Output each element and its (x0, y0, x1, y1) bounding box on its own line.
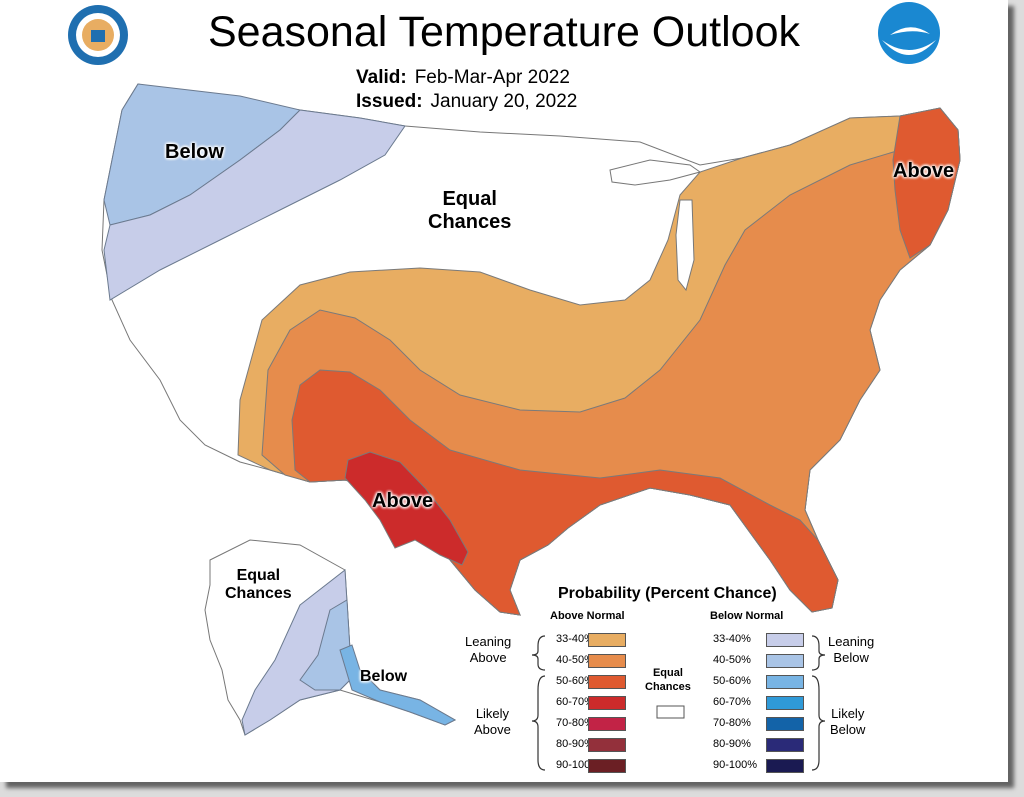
map-label-above-northeast: Above (893, 160, 955, 182)
legend-above-label-1: 40-50% (556, 654, 594, 666)
legend-below-swatch-1 (766, 654, 804, 668)
legend-leaning-below-line1: Leaning (828, 634, 875, 649)
legend-group-leaning-above: Leaning Above (465, 634, 511, 667)
legend-above-label-0: 33-40% (556, 633, 594, 645)
legend-above-swatch-6 (588, 759, 626, 773)
legend-below-swatch-4 (766, 717, 804, 731)
legend-above-header: Above Normal (550, 610, 625, 622)
legend-below-label-4: 70-80% (713, 717, 751, 729)
noaa-logo-icon (878, 2, 940, 64)
legend-below-label-5: 80-90% (713, 738, 751, 750)
legend-equal-chances-label: Equal Chances (645, 667, 691, 695)
legend-below-label-3: 60-70% (713, 696, 751, 708)
legend-above-label-3: 60-70% (556, 696, 594, 708)
legend-above-swatch-3 (588, 696, 626, 710)
legend-below-label-0: 33-40% (713, 633, 751, 645)
map-label-equal-center-line1: Equal (442, 188, 497, 210)
map-label-below-northwest: Below (165, 141, 224, 163)
alaska-below-likely-50-60 (339, 644, 457, 726)
map-canvas (68, 2, 961, 771)
map-label-below-alaska: Below (360, 668, 408, 685)
legend-below-swatch-6 (766, 759, 804, 773)
legend-likely-above-line2: Above (474, 722, 511, 738)
map-label-equal-chances-alaska: Equal Chances (225, 567, 292, 604)
doc-seal-icon (68, 5, 128, 65)
legend-above-swatch-0 (588, 633, 626, 647)
legend-likely-below-line2: Below (830, 722, 866, 738)
issued-line: Issued: January 20, 2022 (356, 91, 577, 113)
valid-label: Valid: (356, 67, 407, 88)
legend-above-swatch-2 (588, 675, 626, 689)
conus-above-likely-50-60 (291, 369, 839, 616)
legend-below-label-6: 90-100% (713, 759, 758, 771)
legend-below-swatch-3 (766, 696, 804, 710)
issued-value: January 20, 2022 (430, 91, 578, 112)
valid-line: Valid: Feb-Mar-Apr 2022 (356, 67, 570, 89)
legend-equal-chances-swatch (656, 705, 685, 719)
legend-brackets (531, 635, 826, 771)
legend-group-likely-above: Likely Above (474, 706, 511, 739)
legend-below-swatch-0 (766, 633, 804, 647)
issued-label: Issued: (356, 91, 423, 112)
legend-below-label-2: 50-60% (713, 675, 751, 687)
map-label-equal-ak-line2: Chances (225, 585, 292, 603)
legend-equal-line1: Equal (652, 667, 683, 679)
lake-michigan (675, 199, 695, 292)
conus-below-leaning-33-40 (103, 109, 406, 301)
legend-below-swatch-5 (766, 738, 804, 752)
legend-group-leaning-below: Leaning Below (828, 634, 874, 667)
lake-superior (609, 159, 702, 186)
legend-below-label-1: 40-50% (713, 654, 751, 666)
legend-below-swatch-2 (766, 675, 804, 689)
outlook-map-frame: Seasonal Temperature Outlook Valid: Feb-M… (0, 0, 1008, 782)
legend-title: Probability (Percent Chance) (558, 585, 777, 602)
map-label-above-southwest: Above (372, 490, 434, 512)
legend-likely-below-line1: Likely (831, 706, 865, 721)
legend-above-label-2: 50-60% (556, 675, 594, 687)
conus-above-likely-50-60-northeast (892, 107, 961, 259)
legend-group-likely-below: Likely Below (830, 706, 865, 739)
legend-leaning-above-line1: Leaning (465, 634, 512, 649)
page-title: Seasonal Temperature Outlook (207, 8, 800, 56)
legend-likely-above-line1: Likely (475, 706, 510, 721)
legend-above-swatch-4 (588, 717, 626, 731)
legend-leaning-above-line2: Above (469, 650, 507, 666)
map-label-equal-ak-line1: Equal (236, 567, 281, 584)
map-label-equal-chances-center: Equal Chances (428, 188, 511, 234)
legend-above-swatch-5 (588, 738, 626, 752)
legend-above-swatch-1 (588, 654, 626, 668)
conus-above-likely-60-70-texas (344, 451, 469, 566)
legend-leaning-below-line2: Below (833, 650, 869, 666)
legend-above-label-4: 70-80% (556, 717, 594, 729)
map-label-equal-center-line2: Chances (428, 211, 512, 233)
legend-below-header: Below Normal (710, 610, 784, 622)
valid-value: Feb-Mar-Apr 2022 (414, 67, 570, 88)
legend-equal-line2: Chances (645, 680, 691, 693)
legend-above-label-5: 80-90% (556, 738, 594, 750)
